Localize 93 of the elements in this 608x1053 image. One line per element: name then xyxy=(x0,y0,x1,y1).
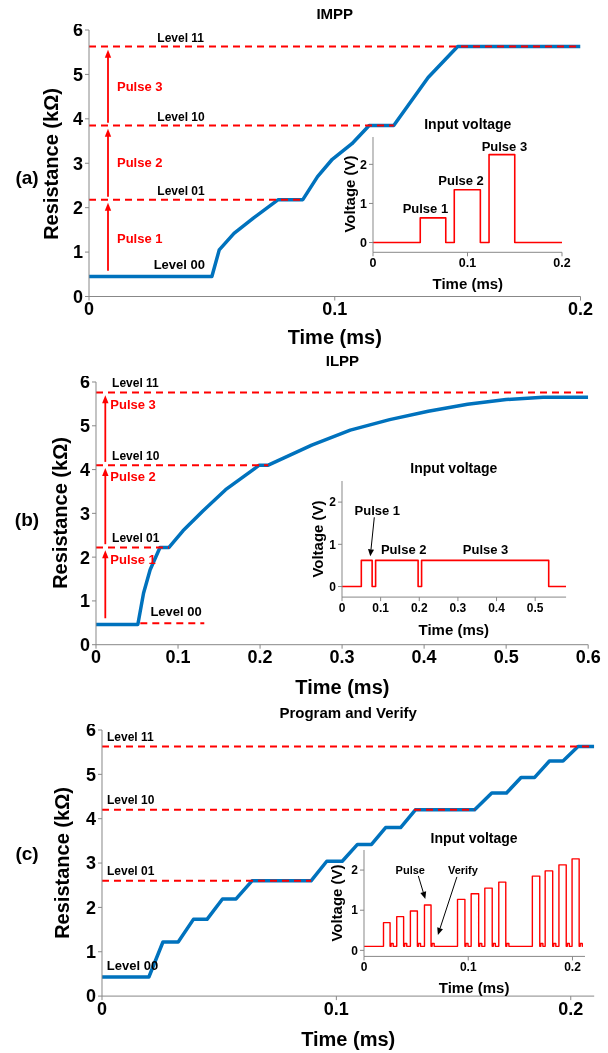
ref-line-label: Level 10 xyxy=(157,109,206,124)
y-tick-label: 6 xyxy=(72,20,83,41)
y-tick-label: 5 xyxy=(72,65,83,86)
ref-line-label: Level 01 xyxy=(157,184,206,199)
y-tick-label: 0 xyxy=(329,579,337,594)
x-tick-label: 0.1 xyxy=(323,998,349,1019)
annotation: Pulse xyxy=(395,863,426,876)
chart-title: Program and Verify xyxy=(278,704,418,723)
chart-title: Input voltage xyxy=(429,829,519,847)
y-tick-label: 6 xyxy=(86,720,97,741)
chart-title: IMPP xyxy=(315,5,355,24)
annotation: Pulse 1 xyxy=(117,231,163,247)
annotation: Pulse 3 xyxy=(117,78,163,94)
x-axis-title: Time (ms) xyxy=(294,675,391,699)
y-axis-title: Voltage (V) xyxy=(308,500,327,578)
annotation: Pulse 2 xyxy=(437,172,484,188)
x-tick-label: 0.1 xyxy=(165,647,191,668)
x-tick-label: 0.4 xyxy=(411,647,437,668)
annotation: Pulse 3 xyxy=(110,397,156,413)
annotation: Pulse 2 xyxy=(380,541,427,557)
ref-line-label: Level 11 xyxy=(112,376,160,391)
y-tick-label: 4 xyxy=(86,808,97,829)
y-axis-title: Resistance (kΩ) xyxy=(48,437,73,590)
y-tick-label: 4 xyxy=(72,109,83,130)
x-tick-label: 0.1 xyxy=(322,299,348,320)
y-tick-label: 1 xyxy=(360,196,368,211)
line-series xyxy=(363,857,584,947)
y-tick-label: 1 xyxy=(329,537,337,552)
y-tick-label: 1 xyxy=(80,591,91,612)
x-tick-label: 0.2 xyxy=(247,647,273,668)
x-tick-label: 0.5 xyxy=(526,600,544,615)
ref-line-label: Level 10 xyxy=(112,449,160,464)
y-tick-label: 6 xyxy=(80,372,91,393)
y-axis-title: Voltage (V) xyxy=(328,864,347,942)
text: (a) xyxy=(15,166,39,188)
x-tick-label: 0.2 xyxy=(563,959,581,974)
y-tick-label: 5 xyxy=(80,416,91,437)
x-tick-label: 0.2 xyxy=(410,600,428,615)
y-tick-label: 3 xyxy=(72,154,83,175)
y-tick-label: 3 xyxy=(86,853,97,874)
y-tick-label: 0 xyxy=(360,235,368,250)
y-tick-label: 3 xyxy=(80,503,91,524)
y-tick-label: 1 xyxy=(86,941,97,962)
y-tick-label: 5 xyxy=(86,764,97,785)
annotation: Level 00 xyxy=(150,604,202,620)
annotation: Level 00 xyxy=(153,257,205,273)
y-axis-title: Voltage (V) xyxy=(340,155,359,233)
y-tick-label: 2 xyxy=(360,157,368,172)
y-tick-label: 0 xyxy=(350,943,358,958)
annotation: Pulse 2 xyxy=(117,155,163,171)
x-axis-title: Time (ms) xyxy=(417,621,491,640)
x-axis-title: Time (ms) xyxy=(300,1026,397,1051)
y-tick-label: 2 xyxy=(329,495,337,510)
x-tick-label: 0.3 xyxy=(329,647,355,668)
chart-title: Input voltage xyxy=(423,116,513,134)
ref-line-label: Level 11 xyxy=(157,30,205,45)
x-tick-label: 0.3 xyxy=(449,600,467,615)
annotation: Verify xyxy=(448,863,479,876)
x-tick-label: 0.2 xyxy=(553,255,572,270)
x-tick-label: 0.5 xyxy=(493,647,519,668)
x-tick-label: 0.1 xyxy=(372,600,390,615)
annotation: Pulse 2 xyxy=(110,469,156,485)
annotation: Pulse 1 xyxy=(354,502,400,518)
y-axis-title: Resistance (kΩ) xyxy=(50,787,75,939)
x-tick-label: 0.2 xyxy=(567,299,594,320)
ref-line-label: Level 11 xyxy=(107,730,155,745)
chart-title: ILPP xyxy=(324,352,361,371)
x-axis-title: Time (ms) xyxy=(286,325,383,349)
line-series xyxy=(373,153,563,244)
y-tick-label: 1 xyxy=(350,903,358,918)
x-tick-label: 0.2 xyxy=(558,998,584,1019)
chart-title: Input voltage xyxy=(409,460,499,477)
y-tick-label: 2 xyxy=(86,897,97,918)
ref-line-label: Level 01 xyxy=(112,531,160,546)
text: (b) xyxy=(14,509,40,531)
x-tick-label: 0.1 xyxy=(459,255,477,270)
y-tick-label: 2 xyxy=(80,547,91,568)
annotation: Pulse 3 xyxy=(481,138,527,154)
text: (c) xyxy=(15,843,39,865)
y-axis-title: Resistance (kΩ) xyxy=(38,87,63,240)
x-axis-title: Time (ms) xyxy=(437,979,511,998)
y-tick-label: 1 xyxy=(72,242,83,263)
x-axis-title: Time (ms) xyxy=(431,275,505,294)
y-tick-label: 2 xyxy=(350,863,358,878)
x-tick-label: 0.4 xyxy=(487,600,505,615)
annotation: Pulse 1 xyxy=(402,200,448,216)
x-tick-label: 0.1 xyxy=(459,959,477,974)
y-tick-label: 2 xyxy=(72,198,83,219)
ref-line-label: Level 10 xyxy=(107,793,155,808)
y-tick-label: 4 xyxy=(80,460,91,481)
x-tick-label: 0.6 xyxy=(575,647,601,668)
ref-line-label: Level 01 xyxy=(107,864,155,879)
annotation: Pulse 3 xyxy=(462,541,508,557)
